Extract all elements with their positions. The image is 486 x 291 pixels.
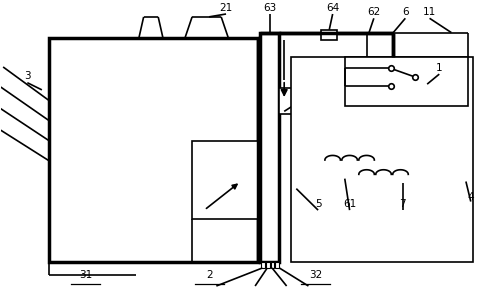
Bar xyxy=(260,33,279,262)
Bar xyxy=(276,262,279,268)
Bar xyxy=(321,30,337,40)
Text: 6: 6 xyxy=(402,7,409,17)
Bar xyxy=(192,141,260,219)
Text: 3: 3 xyxy=(24,71,31,81)
Text: 1: 1 xyxy=(436,63,443,73)
Bar xyxy=(292,57,473,262)
Bar xyxy=(49,38,258,262)
Bar xyxy=(345,57,469,106)
Text: 21: 21 xyxy=(219,3,233,13)
Text: 31: 31 xyxy=(79,270,92,280)
Bar xyxy=(261,262,265,268)
Text: 7: 7 xyxy=(399,199,406,209)
Text: 61: 61 xyxy=(343,199,356,209)
Text: 62: 62 xyxy=(367,7,381,17)
Bar xyxy=(266,262,270,268)
Text: 63: 63 xyxy=(263,3,276,13)
Text: 11: 11 xyxy=(423,7,436,17)
Text: 2: 2 xyxy=(206,270,212,280)
Text: 64: 64 xyxy=(326,3,339,13)
Text: 4: 4 xyxy=(468,191,474,202)
Bar xyxy=(279,88,321,114)
Text: 5: 5 xyxy=(315,199,321,209)
Text: 32: 32 xyxy=(309,270,322,280)
Bar xyxy=(271,262,275,268)
